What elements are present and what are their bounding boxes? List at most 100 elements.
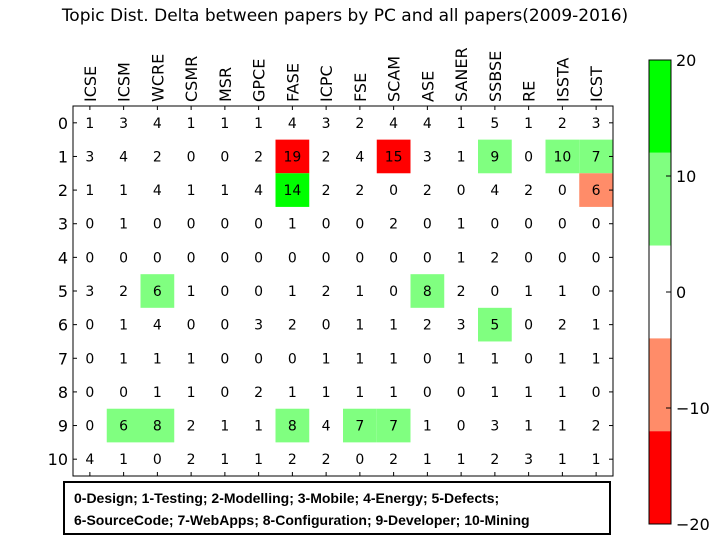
cell-value: 1 <box>187 385 196 401</box>
cell-value: 8 <box>153 419 162 435</box>
cell-value: 4 <box>490 183 499 199</box>
cell-value: 1 <box>288 217 297 233</box>
y-tick-label: 7 <box>58 349 68 368</box>
cell-value: 0 <box>85 419 94 435</box>
cell-value: 0 <box>220 351 229 367</box>
cell-value: 0 <box>355 217 364 233</box>
cell-value: 0 <box>220 318 229 334</box>
colorbar-band-green <box>649 60 671 153</box>
cell-value: 1 <box>457 217 466 233</box>
cell-value: 1 <box>187 351 196 367</box>
cell-value: 0 <box>524 217 533 233</box>
cell-value: 1 <box>153 385 162 401</box>
cell-value: 1 <box>558 351 567 367</box>
colorbar-tick-label: −20 <box>676 515 710 534</box>
cell-value: 4 <box>322 419 331 435</box>
highlight-cell-1-12 <box>478 139 512 174</box>
x-tick-label: RE <box>520 81 539 102</box>
x-tick-label: MSR <box>216 67 235 102</box>
cell-value: 0 <box>85 217 94 233</box>
legend-line-2: 6-SourceCode; 7-WebApps; 8-Configuration… <box>74 512 530 528</box>
cell-value: 1 <box>220 183 229 199</box>
cell-value: 1 <box>524 116 533 132</box>
x-tick-label: SCAM <box>385 56 404 102</box>
cell-value: 1 <box>187 116 196 132</box>
cell-value: 0 <box>524 250 533 266</box>
highlight-cell-9-1 <box>106 408 141 443</box>
cell-value: 0 <box>254 250 263 266</box>
cell-value: 3 <box>119 116 128 132</box>
highlight-cell-9-9 <box>376 408 411 443</box>
cell-value: 0 <box>457 183 466 199</box>
colorbar-band-salmon <box>649 338 671 432</box>
cell-value: 2 <box>119 284 128 300</box>
cell-value: 1 <box>220 116 229 132</box>
cell-value: 1 <box>85 183 94 199</box>
cell-value: 0 <box>288 250 297 266</box>
cell-value: 0 <box>153 250 162 266</box>
y-tick-label: 6 <box>58 316 68 335</box>
cell-value: 1 <box>220 419 229 435</box>
cell-value: 3 <box>490 419 499 435</box>
cell-value: 2 <box>187 419 196 435</box>
cell-value: 0 <box>187 149 196 165</box>
cell-value: 3 <box>524 452 533 468</box>
cell-value: 0 <box>558 217 567 233</box>
highlight-cell-9-2 <box>140 408 175 443</box>
cell-value: 0 <box>220 217 229 233</box>
cell-value: 0 <box>85 318 94 334</box>
x-tick-label: GPCE <box>250 59 269 102</box>
cell-value: 2 <box>322 183 331 199</box>
highlight-cell-1-9 <box>376 139 411 174</box>
cell-value: 1 <box>524 284 533 300</box>
cell-value: 0 <box>592 217 601 233</box>
cell-value: 0 <box>119 250 128 266</box>
x-tick-label: ICSE <box>81 66 100 102</box>
y-tick-label: 1 <box>58 147 68 166</box>
cell-value: 1 <box>457 351 466 367</box>
cell-value: 2 <box>355 116 364 132</box>
cell-value: 2 <box>322 452 331 468</box>
y-tick-label: 5 <box>58 282 68 301</box>
cell-value: 6 <box>153 284 162 300</box>
cell-value: 1 <box>322 385 331 401</box>
cell-value: 4 <box>153 116 162 132</box>
cell-value: 1 <box>389 385 398 401</box>
x-tick-label: FASE <box>283 63 302 102</box>
cell-value: 0 <box>254 284 263 300</box>
cell-value: 8 <box>423 284 432 300</box>
cell-value: 0 <box>220 250 229 266</box>
cell-value: 0 <box>85 385 94 401</box>
y-tick-label: 8 <box>58 383 68 402</box>
x-tick-label: CSMR <box>182 56 201 102</box>
cell-value: 0 <box>558 183 567 199</box>
highlight-cell-6-12 <box>478 307 512 342</box>
cell-value: 5 <box>490 116 499 132</box>
cell-value: 1 <box>490 351 499 367</box>
cell-value-labels: 1 3 4 1 1 1 4 3 2 4 4 1 5 1 2 33 4 2 0 0 2 19 2 4 15 3 1 9 0 10 71 1 4 1 1… <box>85 116 600 468</box>
cell-value: 0 <box>423 351 432 367</box>
chart-title: Topic Dist. Delta between papers by PC a… <box>61 6 629 26</box>
x-tick-label: SANER <box>452 47 471 102</box>
x-tick-label: ICST <box>587 66 606 102</box>
cell-value: 0 <box>490 217 499 233</box>
x-tick-label: ICPC <box>317 65 336 102</box>
cell-value: 3 <box>457 318 466 334</box>
cell-value: 4 <box>389 116 398 132</box>
cell-value: 1 <box>119 318 128 334</box>
y-tick-label: 2 <box>58 181 68 200</box>
y-tick-label: 4 <box>58 248 68 267</box>
colorbar-tick-label: 10 <box>676 167 696 186</box>
cell-value: 2 <box>490 250 499 266</box>
cell-value: 2 <box>153 149 162 165</box>
cell-value: 2 <box>592 419 601 435</box>
highlight-cell-5-10 <box>410 274 445 308</box>
cell-value: 2 <box>558 116 567 132</box>
x-tick-label: FSE <box>351 73 370 102</box>
cell-value: 1 <box>457 116 466 132</box>
cell-value: 2 <box>322 149 331 165</box>
cell-value: 0 <box>322 250 331 266</box>
cell-value: 3 <box>423 149 432 165</box>
